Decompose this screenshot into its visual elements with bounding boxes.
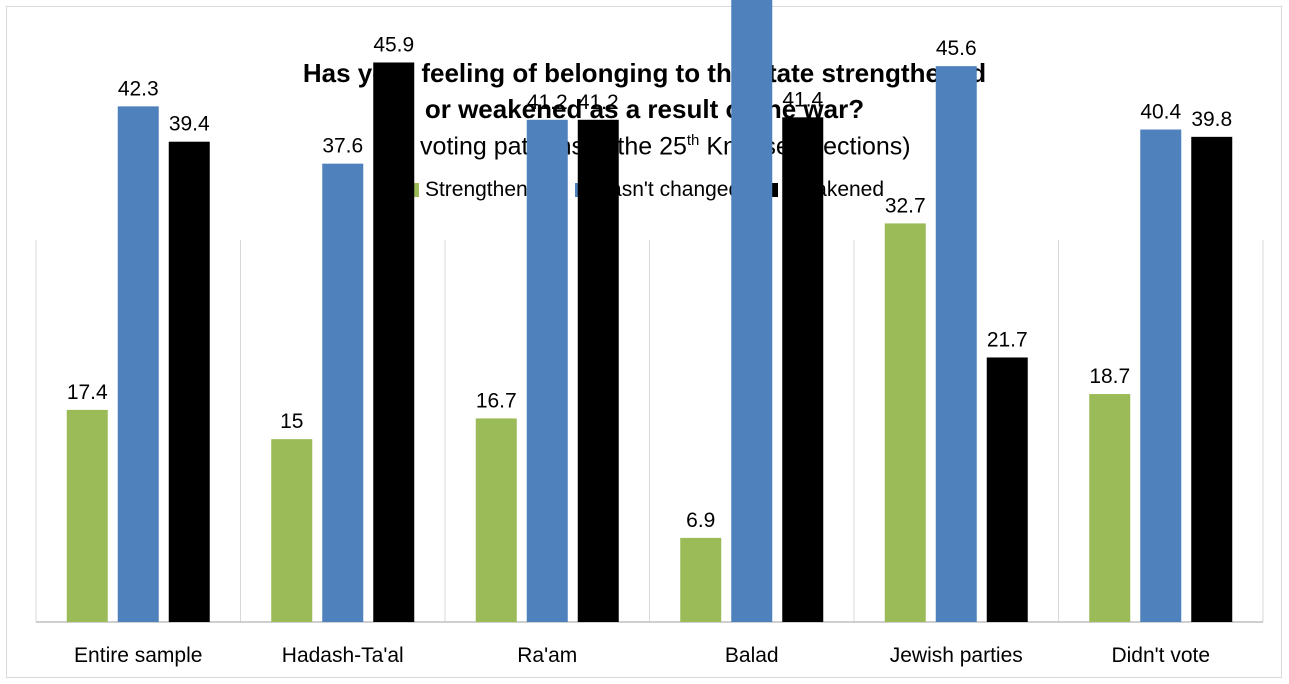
legend-label-unchanged: Hasn't changed <box>594 178 741 201</box>
value-label: 16.7 <box>476 389 517 412</box>
value-label: 15 <box>280 410 303 433</box>
bar-strengthened-2 <box>475 418 517 622</box>
value-label: 18.7 <box>1089 365 1130 388</box>
value-label: 39.8 <box>1191 108 1232 131</box>
bar-hasn-t-changed-2 <box>526 119 568 622</box>
value-label: 40.4 <box>1140 101 1181 124</box>
value-label: 41.4 <box>782 88 823 111</box>
category-label: Balad <box>725 644 779 667</box>
bar-weakened-3 <box>782 117 824 623</box>
bar-weakened-1 <box>373 62 415 622</box>
category-label: Didn't vote <box>1111 644 1210 667</box>
value-label: 32.7 <box>885 194 926 217</box>
bar-hasn-t-changed-3 <box>731 0 773 623</box>
category-label: Entire sample <box>74 644 202 667</box>
value-label: 37.6 <box>322 135 363 158</box>
bar-hasn-t-changed-0 <box>117 106 159 623</box>
bar-strengthened-5 <box>1089 394 1131 622</box>
bar-hasn-t-changed-5 <box>1140 129 1182 623</box>
bar-hasn-t-changed-4 <box>935 66 977 623</box>
chart-title-line1: Has your feeling of belonging to the sta… <box>302 58 987 88</box>
value-label: 39.4 <box>169 113 210 136</box>
bar-strengthened-0 <box>66 409 108 622</box>
legend-label-strengthened: Strengthened <box>424 178 552 201</box>
value-label: 41.2 <box>578 91 619 114</box>
bar-hasn-t-changed-1 <box>322 163 364 622</box>
category-label: Ra'am <box>517 644 577 667</box>
bar-weakened-4 <box>986 357 1028 622</box>
value-label: 45.6 <box>936 37 977 60</box>
value-label: 45.9 <box>373 33 414 56</box>
bar-strengthened-1 <box>271 439 313 622</box>
bar-weakened-0 <box>168 141 210 623</box>
category-label: Jewish parties <box>890 644 1023 667</box>
chart-frame <box>6 6 1282 678</box>
bar-weakened-2 <box>577 119 619 622</box>
bar-strengthened-4 <box>884 223 926 622</box>
value-label: 6.9 <box>686 509 715 532</box>
value-label: 42.3 <box>118 77 159 100</box>
value-label: 17.4 <box>67 381 108 404</box>
category-label: Hadash-Ta'al <box>282 644 404 667</box>
bar-weakened-5 <box>1191 136 1233 622</box>
value-label: 41.2 <box>527 91 568 114</box>
bar-strengthened-3 <box>680 537 722 622</box>
value-label: 21.7 <box>987 328 1028 351</box>
subtitle-superscript: th <box>686 132 700 149</box>
